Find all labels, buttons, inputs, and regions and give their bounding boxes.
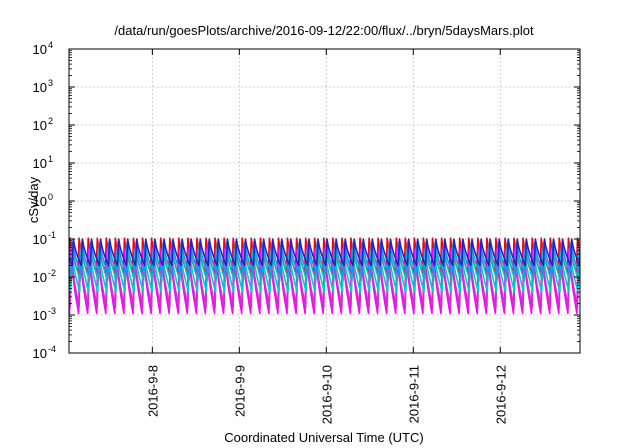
x-tick-label: 2016-9-8 [145,365,160,417]
x-tick-label: 2016-9-10 [319,365,334,424]
series-line [69,238,580,267]
y-tick-exponent: -2 [48,268,56,278]
x-tick-label: 2016-9-9 [232,365,247,417]
y-tick-label: 10 [33,194,47,209]
y-tick-exponent: 3 [48,78,53,88]
y-tick-exponent: 0 [48,192,53,202]
y-tick-exponent: 4 [48,40,53,50]
series-layer [69,237,580,315]
x-tick-label: 2016-9-11 [406,365,421,423]
y-tick-label: 10 [33,80,47,95]
y-tick-label: 10 [33,232,47,247]
y-tick-exponent: 1 [48,154,53,164]
y-tick-exponent: -1 [48,230,56,240]
y-axis-label: cSv/day [26,176,41,223]
y-tick-label: 10 [33,156,47,171]
y-tick-exponent: -4 [48,344,56,354]
y-tick-label: 10 [33,42,47,57]
x-axis-label: Coordinated Universal Time (UTC) [224,430,423,445]
x-tick-label: 2016-9-12 [493,365,508,424]
x-axis: 2016-9-8 2016-9-9 2016-9-10 2016-9-11 2016-9… [145,49,508,424]
y-tick-label: 10 [33,308,47,323]
y-tick-label: 10 [33,346,47,361]
y-tick-label: 10 [33,270,47,285]
y-tick-exponent: 2 [48,116,53,126]
chart-title: /data/run/goesPlots/archive/2016-09-12/2… [114,23,534,38]
y-tick-label: 10 [33,118,47,133]
y-tick-exponent: -3 [48,306,56,316]
